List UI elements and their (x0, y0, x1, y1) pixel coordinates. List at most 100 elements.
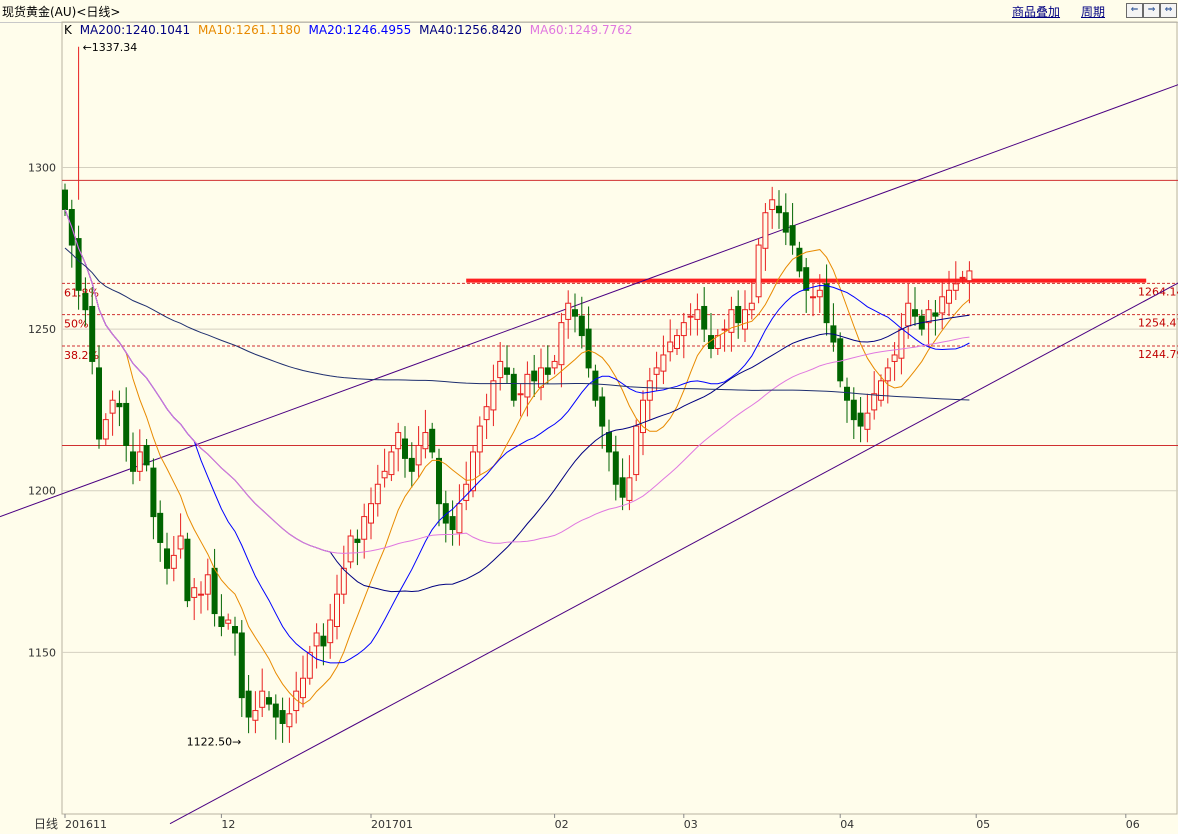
legend-ma10: MA10:1261.1180 (197, 23, 301, 37)
channel-line (0, 84, 1178, 518)
window-title: 现货黄金(AU)<日线> (2, 5, 121, 19)
candle-up (334, 593, 340, 628)
candle-up (565, 302, 572, 320)
candle-down (599, 396, 606, 427)
x-tick-label: 05 (976, 818, 990, 831)
candle-up (660, 354, 667, 372)
candle-down (279, 710, 286, 724)
candle-up (300, 677, 306, 699)
candle-down (735, 305, 742, 324)
candle-down (844, 386, 850, 401)
candle-up (293, 690, 300, 712)
candle-down (245, 690, 252, 718)
candle-up (680, 322, 687, 337)
nav-left-button[interactable]: ⇐ (1126, 3, 1143, 18)
candle-down (572, 309, 578, 317)
ma10-line (64, 209, 970, 706)
candle-down (701, 305, 708, 330)
candle-up (476, 425, 483, 453)
candle-down (96, 367, 102, 440)
candle-up (898, 328, 905, 359)
high-annotation: ←1337.34 (83, 41, 138, 54)
candle-down (932, 312, 939, 317)
candle-down (782, 212, 789, 233)
candle-up (558, 322, 565, 366)
candle-up (905, 302, 912, 327)
candle-down (354, 538, 361, 543)
candle-up (490, 380, 497, 411)
candle-down (912, 309, 918, 317)
candle-up (415, 444, 422, 466)
y-tick-label: 1200 (28, 485, 56, 498)
candle-up (463, 483, 470, 501)
y-tick-label: 1150 (28, 646, 56, 659)
candle-up (198, 593, 204, 596)
candle-up (687, 315, 694, 318)
period-link[interactable]: 周期 (1081, 5, 1106, 19)
candle-up (939, 296, 946, 314)
candle-down (232, 626, 238, 634)
candle-down (592, 370, 599, 401)
x-tick-label: 201611 (65, 818, 107, 831)
candle-up (347, 535, 354, 563)
fib-left-label: 61.8% (64, 286, 99, 299)
candle-up (497, 360, 504, 379)
candle-down (123, 402, 130, 446)
legend-ma200: MA200:1240.1041 (79, 23, 191, 37)
candle-up (388, 451, 395, 476)
candle-up (470, 451, 476, 492)
candle-down (75, 238, 82, 291)
candle-up (640, 399, 646, 434)
candle-up (626, 477, 633, 501)
candle-up (748, 302, 755, 311)
candle-up (769, 199, 776, 210)
candle-down (184, 538, 191, 602)
nav-right-button[interactable]: ⇒ (1143, 3, 1160, 18)
ma200-line (64, 247, 970, 401)
candle-up (810, 296, 816, 299)
candle-down (612, 451, 619, 485)
fib-right-label: 1254.47 (1138, 317, 1178, 330)
candle-up (204, 574, 211, 595)
candle-down (408, 457, 415, 472)
candle-down (606, 432, 612, 453)
candle-up (136, 451, 143, 472)
candle-up (694, 309, 701, 320)
legend-ma40: MA40:1256.8420 (419, 23, 522, 37)
candle-down (504, 367, 510, 375)
ma-legend: K MA200:1240.1041 MA10:1261.1180 MA20:12… (64, 23, 637, 39)
candle-up (891, 354, 898, 362)
plot-frame (61, 21, 1178, 815)
candle-up (524, 373, 531, 398)
x-tick-label: 04 (840, 818, 854, 831)
candle-up (368, 503, 374, 524)
overlay-link[interactable]: 商品叠加 (1012, 5, 1061, 19)
candle-down (776, 205, 782, 214)
channel-line (169, 282, 1178, 825)
candle-up (816, 289, 823, 298)
candle-up (381, 470, 388, 479)
candle-down (789, 225, 796, 246)
candle-down (803, 267, 810, 291)
candle-down (402, 438, 408, 459)
candle-up (252, 710, 259, 721)
candle-down (442, 503, 449, 524)
ma20-line (64, 209, 970, 664)
fib-right-label: 1244.79 (1138, 348, 1178, 361)
candle-up (884, 367, 891, 382)
candle-up (871, 393, 878, 411)
legend-k-label: K (64, 23, 72, 37)
candle-down (585, 328, 592, 369)
candle-up (259, 690, 266, 708)
candle-down (850, 399, 857, 421)
candle-up (864, 412, 871, 430)
candle-down (150, 467, 157, 518)
candle-up (191, 587, 198, 598)
candle-down (211, 567, 218, 615)
candle-down (449, 516, 456, 531)
candle-up (170, 554, 177, 569)
candle-up (633, 425, 640, 476)
candle-up (755, 244, 762, 298)
nav-zoom-button[interactable]: ⇔ (1160, 3, 1177, 18)
